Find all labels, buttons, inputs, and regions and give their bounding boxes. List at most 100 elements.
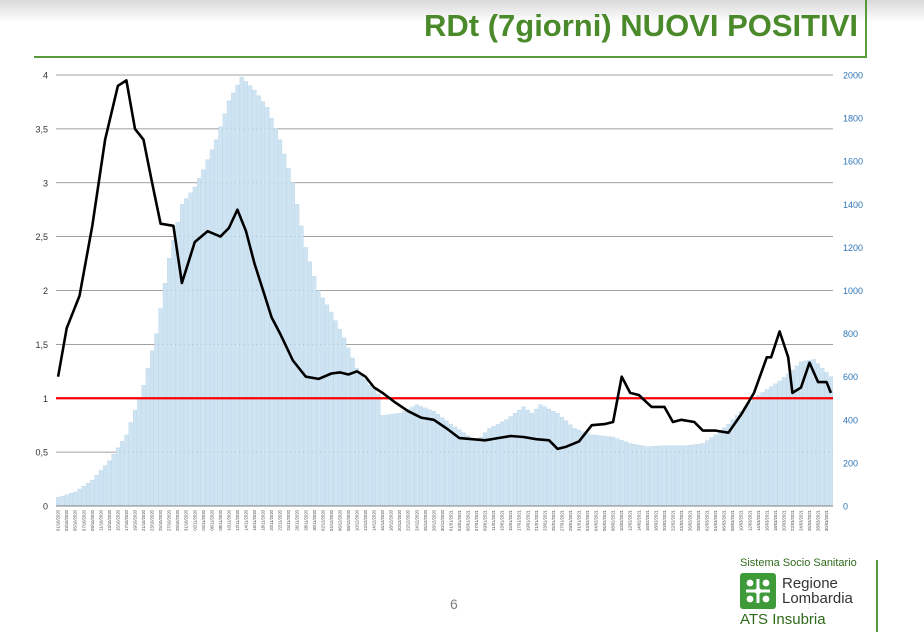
- x-axis-date-label: 07/01/2021: [474, 509, 479, 531]
- positives-bar: [500, 421, 505, 507]
- positives-bar: [683, 445, 688, 507]
- x-axis-date-label: 21/01/2021: [534, 509, 539, 531]
- positives-bar: [436, 414, 441, 507]
- x-axis-date-label: 17/01/2021: [517, 509, 522, 531]
- positives-bar: [389, 414, 394, 507]
- x-axis-date-label: 03/01/2021: [457, 509, 462, 531]
- positives-bar: [632, 444, 637, 507]
- x-axis-date-label: 15/01/2021: [508, 509, 513, 531]
- right-axis-tick-label: 400: [843, 415, 858, 425]
- right-axis-tick-label: 0: [843, 502, 848, 512]
- positives-bar: [692, 444, 697, 507]
- positives-bar: [282, 153, 287, 507]
- positives-bar: [521, 406, 526, 507]
- positives-bar: [756, 395, 761, 507]
- x-axis-date-label: 04/03/2021: [713, 509, 718, 531]
- x-axis-date-label: 14/12/2020: [372, 509, 377, 531]
- right-axis-tick-label: 600: [843, 372, 858, 382]
- positives-bar: [564, 420, 569, 507]
- positives-bar: [401, 411, 406, 507]
- positives-bar: [273, 128, 278, 507]
- positives-bar: [128, 422, 133, 507]
- rt-series-line: [56, 79, 833, 451]
- x-axis-date-label: 16/11/2020: [252, 509, 257, 530]
- x-axis-date-label: 27/01/2021: [559, 509, 564, 531]
- positives-bar: [406, 408, 411, 507]
- positives-bar: [98, 470, 103, 507]
- x-axis-date-label: 10/03/2021: [739, 509, 744, 531]
- positives-bar: [495, 423, 500, 507]
- positives-bar: [525, 409, 530, 507]
- x-axis-date-label: 26/03/2021: [807, 509, 812, 531]
- x-axis-date-label: 16/03/2021: [764, 509, 769, 531]
- right-axis-tick-label: 1600: [843, 157, 863, 167]
- x-axis-date-label: 12/03/2021: [747, 509, 752, 531]
- left-axis-tick-label: 0: [43, 502, 48, 512]
- x-axis-date-label: 18/11/2020: [261, 509, 266, 530]
- x-axis-date-label: 31/10/2020: [184, 509, 189, 531]
- positives-bar: [290, 182, 295, 507]
- x-axis-date-label: 07/10/2020: [81, 509, 86, 531]
- x-axis-date-label: 04/11/2020: [201, 509, 206, 530]
- positives-bar: [410, 406, 415, 507]
- positives-bar: [286, 168, 291, 507]
- left-axis-tick-label: 4: [43, 71, 48, 81]
- x-axis-date-label: 25/01/2021: [551, 509, 556, 531]
- x-axis-date-label: 22/02/2021: [670, 509, 675, 531]
- x-axis-date-label: 13/10/2020: [107, 509, 112, 531]
- positives-bar: [470, 438, 475, 507]
- positives-bar: [359, 373, 364, 507]
- x-axis-date-label: 03/10/2020: [64, 509, 69, 531]
- positives-bar: [103, 465, 108, 507]
- positives-bar: [444, 420, 449, 507]
- x-axis-date-label: 30/03/2021: [824, 509, 829, 531]
- positives-bar: [150, 350, 155, 507]
- x-axis-date-label: 30/11/2020: [312, 509, 317, 530]
- right-axis-tick-label: 800: [843, 329, 858, 339]
- positives-bar: [508, 416, 513, 507]
- positives-bar: [820, 367, 825, 507]
- positives-bar: [483, 432, 488, 507]
- x-axis-date-label: 14/02/2021: [636, 509, 641, 531]
- positives-bar: [252, 89, 257, 507]
- x-axis-date-label: 29/01/2021: [568, 509, 573, 531]
- positives-bar: [205, 159, 210, 507]
- positives-bar: [60, 495, 65, 507]
- positives-bar: [670, 445, 675, 507]
- positives-bar: [137, 397, 142, 507]
- x-axis-date-label: 12/12/2020: [363, 509, 368, 531]
- positives-bar: [641, 445, 646, 507]
- positives-bar: [120, 441, 125, 507]
- positives-bar: [329, 311, 334, 507]
- positives-bar: [188, 192, 193, 507]
- positives-bar: [559, 416, 564, 507]
- positives-bar: [465, 435, 470, 507]
- positives-bar: [295, 204, 300, 507]
- positives-bar: [167, 258, 172, 507]
- positives-bar: [764, 389, 769, 507]
- positives-bar: [312, 275, 317, 507]
- x-axis-date-label: 10/02/2021: [619, 509, 624, 531]
- positives-bar: [598, 435, 603, 507]
- left-axis-tick-label: 2: [43, 286, 48, 296]
- x-axis-date-label: 19/10/2020: [132, 509, 137, 531]
- logo-agency: ATS Insubria: [740, 611, 826, 628]
- positives-bar: [547, 408, 552, 507]
- positives-bar: [73, 491, 78, 507]
- title-underline: [34, 56, 866, 58]
- positives-bar: [568, 424, 573, 507]
- positives-bar: [171, 240, 176, 507]
- positives-bar: [197, 178, 202, 507]
- positives-bar: [679, 445, 684, 507]
- x-axis-date-label: 31/01/2021: [576, 509, 581, 531]
- positives-bar: [107, 460, 112, 507]
- x-axis-date-label: 20/02/2021: [662, 509, 667, 531]
- page-number: 6: [450, 596, 458, 612]
- x-axis-date-label: 18/02/2021: [653, 509, 658, 531]
- positives-bar: [222, 113, 227, 507]
- x-axis-date-label: 11/10/2020: [98, 509, 103, 530]
- x-axis-date-label: 05/10/2020: [73, 509, 78, 531]
- x-axis-date-label: 05/01/2021: [465, 509, 470, 531]
- positives-bar: [354, 367, 359, 507]
- right-axis-tick-label: 1400: [843, 200, 863, 210]
